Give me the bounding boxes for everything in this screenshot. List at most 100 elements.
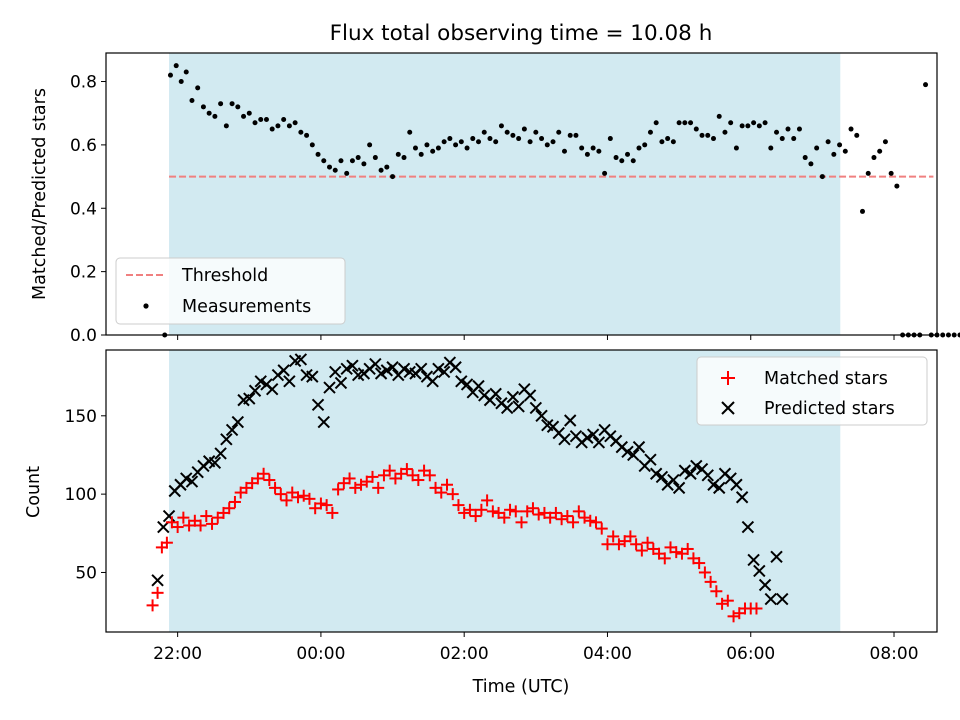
predicted-point bbox=[730, 478, 743, 491]
predicted-point bbox=[632, 440, 646, 454]
predicted-point bbox=[294, 353, 308, 366]
predicted-point bbox=[667, 473, 680, 487]
measurement-point bbox=[235, 104, 241, 110]
matched-point bbox=[280, 494, 293, 507]
measurement-point bbox=[372, 155, 378, 161]
predicted-point bbox=[283, 375, 296, 388]
measurement-point bbox=[584, 151, 590, 157]
matched-point bbox=[750, 602, 763, 615]
matched-point bbox=[532, 508, 545, 521]
matched-point bbox=[463, 503, 476, 516]
matched-point bbox=[412, 474, 425, 487]
measurement-point bbox=[516, 136, 522, 142]
matched-point bbox=[693, 557, 706, 570]
predicted-point bbox=[449, 361, 462, 374]
predicted-point bbox=[414, 362, 428, 376]
measurement-point bbox=[344, 170, 350, 176]
measurement-point bbox=[441, 139, 447, 145]
measurement-point bbox=[647, 129, 653, 135]
predicted-point bbox=[621, 445, 634, 459]
measurement-point bbox=[837, 142, 843, 148]
measurement-point bbox=[476, 139, 482, 145]
measurement-point bbox=[292, 120, 298, 126]
matched-point bbox=[635, 544, 648, 557]
predicted-point bbox=[254, 375, 267, 388]
predicted-point bbox=[248, 384, 262, 397]
measurement-point bbox=[693, 126, 699, 132]
x-axis-label: Time (UTC) bbox=[472, 677, 570, 697]
matched-point bbox=[274, 488, 287, 501]
predicted-point bbox=[311, 398, 325, 412]
measurement-point bbox=[768, 145, 774, 151]
measurement-point bbox=[464, 145, 470, 151]
matched-point bbox=[509, 505, 522, 518]
predicted-point bbox=[506, 390, 520, 404]
matched-point bbox=[320, 499, 333, 512]
predicted-point bbox=[564, 414, 577, 427]
matched-point bbox=[710, 585, 723, 598]
measurement-point bbox=[865, 170, 871, 176]
predicted-point bbox=[592, 436, 606, 449]
predicted-point bbox=[386, 361, 399, 374]
predicted-point bbox=[460, 378, 474, 391]
predicted-point bbox=[426, 375, 439, 388]
measurement-point bbox=[493, 139, 499, 145]
predicted-point bbox=[581, 431, 594, 444]
predicted-point bbox=[678, 464, 692, 477]
measurement-point bbox=[258, 117, 264, 123]
measurement-point bbox=[533, 129, 539, 135]
measurement-point bbox=[178, 79, 184, 85]
matched-point bbox=[584, 514, 597, 527]
top-y-tick-label: 0.0 bbox=[70, 326, 97, 346]
measurement-point bbox=[173, 63, 179, 69]
measurement-point bbox=[527, 139, 533, 145]
measurement-point bbox=[882, 139, 888, 145]
matched-point bbox=[400, 463, 413, 476]
predicted-point bbox=[672, 481, 686, 495]
predicted-point bbox=[329, 365, 342, 379]
measurement-point bbox=[619, 158, 625, 164]
predicted-point bbox=[535, 409, 548, 423]
predicted-point bbox=[231, 415, 245, 429]
x-tick-label: 06:00 bbox=[726, 644, 775, 664]
measurement-point bbox=[556, 129, 562, 135]
predicted-point bbox=[180, 472, 193, 485]
matched-point bbox=[526, 502, 539, 515]
predicted-point bbox=[472, 379, 485, 393]
predicted-point bbox=[185, 475, 199, 488]
measurement-point bbox=[779, 136, 785, 142]
measurement-point bbox=[642, 142, 648, 148]
matched-point bbox=[303, 492, 316, 505]
matched-point bbox=[601, 538, 614, 551]
measurement-point bbox=[550, 139, 556, 145]
matched-point bbox=[498, 511, 511, 524]
predicted-point bbox=[489, 387, 502, 401]
measurement-point bbox=[252, 120, 258, 126]
matched-point bbox=[475, 503, 488, 516]
predicted-point bbox=[220, 433, 233, 446]
matched-point bbox=[452, 499, 465, 512]
x-tick-label: 08:00 bbox=[870, 644, 919, 664]
measurement-point bbox=[332, 167, 338, 173]
predicted-point bbox=[644, 453, 657, 466]
measurement-point bbox=[367, 142, 373, 148]
measurement-point bbox=[940, 332, 946, 338]
measurement-point bbox=[854, 132, 860, 138]
predicted-point bbox=[334, 376, 348, 390]
measurement-point bbox=[733, 145, 739, 151]
measurement-point bbox=[269, 126, 275, 132]
measurement-point bbox=[888, 170, 894, 176]
predicted-point bbox=[558, 433, 571, 446]
x-tick-label: 04:00 bbox=[583, 644, 632, 664]
measurement-point bbox=[395, 151, 401, 157]
matched-point bbox=[171, 521, 184, 534]
predicted-point bbox=[346, 359, 359, 372]
measurement-point bbox=[722, 129, 728, 135]
measurement-point bbox=[195, 85, 201, 91]
legend-measurements-label: Measurements bbox=[182, 297, 311, 317]
predicted-point bbox=[707, 478, 720, 491]
predicted-point bbox=[747, 553, 760, 567]
matched-point bbox=[481, 494, 494, 507]
matched-point bbox=[257, 467, 270, 480]
